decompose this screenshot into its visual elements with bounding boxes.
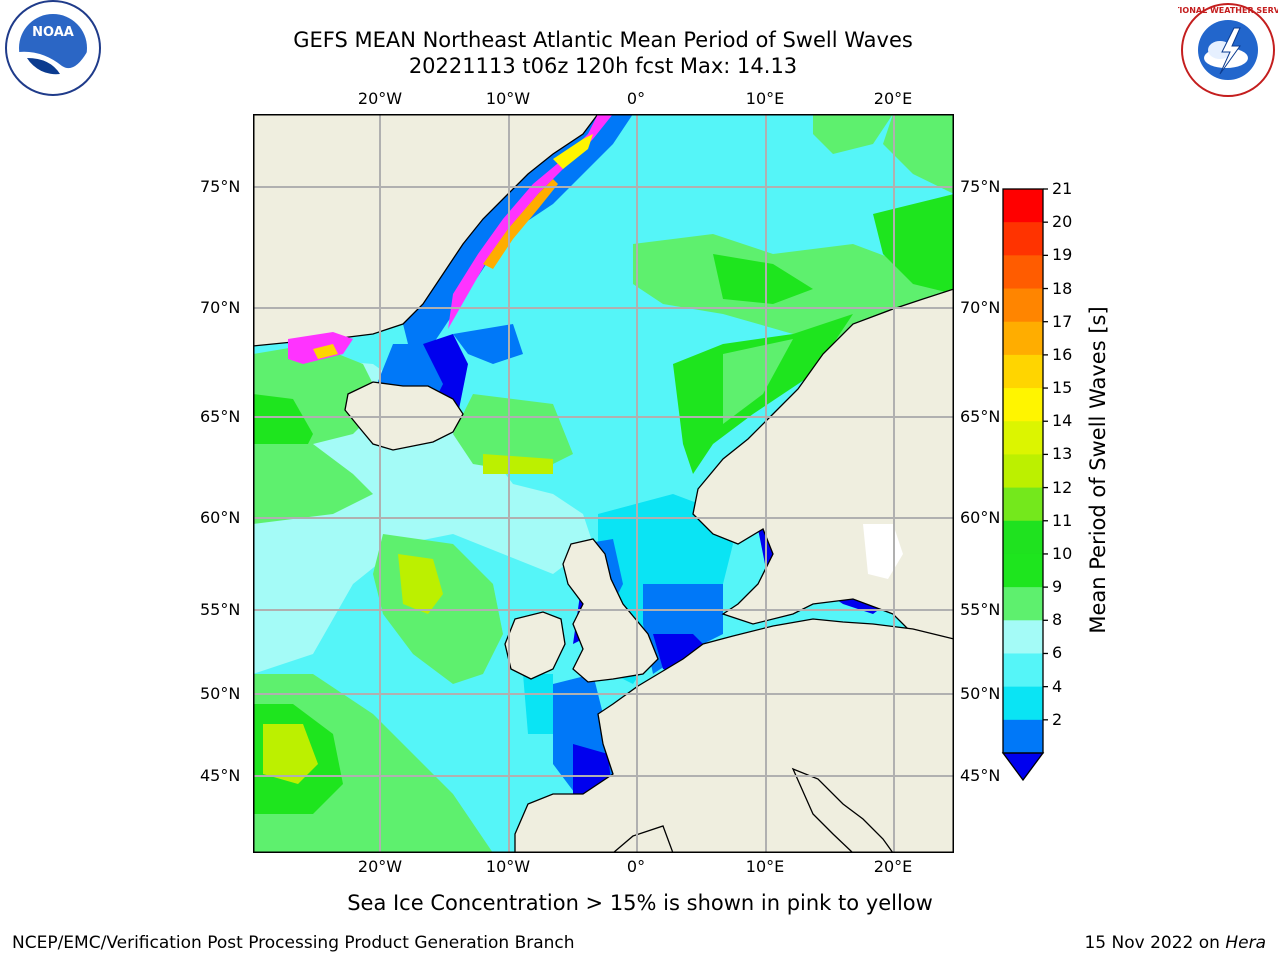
lon-label-top-0: 0° xyxy=(626,89,646,108)
lat-label-right-55n: 55°N xyxy=(960,600,1001,619)
lat-label-right-65n: 65°N xyxy=(960,407,1001,426)
colorbar-tick-label: 16 xyxy=(1052,344,1073,364)
map-subtitle: 20221113 t06z 120h fcst Max: 14.13 xyxy=(408,54,798,78)
colorbar-swatch xyxy=(1003,321,1043,356)
date-stamp: 15 Nov 2022 on Hera xyxy=(1084,933,1266,953)
colorbar-swatch xyxy=(1003,189,1043,223)
colorbar-tick-label: 9 xyxy=(1052,577,1063,597)
lon-label-bottom-10e: 10°E xyxy=(745,857,785,876)
lon-label-top-10w: 10°W xyxy=(485,89,531,108)
colorbar-swatch xyxy=(1003,487,1043,522)
lat-label-right-70n: 70°N xyxy=(960,298,1001,317)
colorbar-swatch xyxy=(1003,255,1043,290)
lon-label-bottom-0: 0° xyxy=(626,857,646,876)
map-canvas xyxy=(253,114,954,853)
colorbar-tick-label: 11 xyxy=(1052,510,1073,530)
lat-label-right-45n: 45°N xyxy=(960,766,1001,785)
map-panel xyxy=(253,114,954,853)
colorbar-tick-label: 4 xyxy=(1052,676,1063,696)
colorbar-tick-label: 15 xyxy=(1052,378,1073,398)
colorbar-tick-label: 20 xyxy=(1052,212,1073,232)
lon-label-bottom-10w: 10°W xyxy=(485,857,531,876)
colorbar-swatch xyxy=(1003,222,1043,256)
colorbar-frame xyxy=(1002,188,1044,754)
colorbar-swatch xyxy=(1003,520,1043,555)
land-ireland xyxy=(504,611,566,680)
land-north-africa xyxy=(611,825,674,853)
lat-label-right-75n: 75°N xyxy=(960,177,1001,196)
colorbar-tick-label: 17 xyxy=(1052,311,1073,331)
colorbar-swatch xyxy=(1003,454,1043,489)
colorbar-tick-label: 13 xyxy=(1052,444,1073,464)
colorbar-extend-arrow xyxy=(1001,752,1045,782)
lon-label-top-20e: 20°E xyxy=(873,89,913,108)
map-title: GEFS MEAN Northeast Atlantic Mean Period… xyxy=(293,28,913,52)
lat-label-right-50n: 50°N xyxy=(960,684,1001,703)
colorbar-swatch xyxy=(1003,719,1043,754)
machine-name: Hera xyxy=(1225,933,1266,953)
colorbar-swatch xyxy=(1003,288,1043,323)
lat-label-left-65n: 65°N xyxy=(200,407,241,426)
nws-logo: NATIONAL WEATHER SERVICE xyxy=(1178,3,1278,97)
colorbar-tick-label: 2 xyxy=(1052,709,1063,729)
lat-label-left-70n: 70°N xyxy=(200,298,241,317)
colorbar-swatch xyxy=(1003,553,1043,588)
noaa-logo-text: NOAA xyxy=(32,25,74,40)
lat-label-left-75n: 75°N xyxy=(200,177,241,196)
map-graticule xyxy=(253,114,954,853)
lon-label-top-10e: 10°E xyxy=(745,89,785,108)
colorbar-swatch xyxy=(1003,587,1043,621)
lon-label-bottom-20w: 20°W xyxy=(357,857,403,876)
colorbar-label: Mean Period of Swell Waves [s] xyxy=(1086,306,1110,634)
sea-ice-note: Sea Ice Concentration > 15% is shown in … xyxy=(347,891,933,915)
lat-label-right-60n: 60°N xyxy=(960,508,1001,527)
lat-label-left-50n: 50°N xyxy=(200,684,241,703)
colorbar-tick-label: 18 xyxy=(1052,278,1073,298)
colorbar-tick-label: 8 xyxy=(1052,610,1063,630)
map-frame xyxy=(253,114,954,853)
colorbar-tick-label: 14 xyxy=(1052,411,1073,431)
lat-label-left-55n: 55°N xyxy=(200,600,241,619)
colorbar-swatch xyxy=(1003,686,1043,721)
lat-label-left-45n: 45°N xyxy=(200,766,241,785)
colorbar-swatch xyxy=(1003,620,1043,654)
colorbar-swatch xyxy=(1003,354,1043,389)
colorbar-swatch xyxy=(1003,421,1043,455)
date-text: 15 Nov 2022 on xyxy=(1084,933,1226,953)
lon-label-top-20w: 20°W xyxy=(357,89,403,108)
colorbar-swatch xyxy=(1003,653,1043,688)
colorbar-tick-label: 10 xyxy=(1052,543,1073,563)
credit-text: NCEP/EMC/Verification Post Processing Pr… xyxy=(12,933,575,953)
colorbar-tick-label: 6 xyxy=(1052,643,1063,663)
colorbar-swatch xyxy=(1003,388,1043,422)
colorbar-tick-label: 21 xyxy=(1052,179,1073,198)
colorbar xyxy=(1001,188,1048,782)
colorbar-tick-label: 19 xyxy=(1052,245,1073,265)
lon-label-bottom-20e: 20°E xyxy=(873,857,913,876)
noaa-logo: NOAA xyxy=(5,0,101,96)
land-italy xyxy=(791,767,894,853)
colorbar-tick-label: 12 xyxy=(1052,477,1073,497)
nws-logo-text: NATIONAL WEATHER SERVICE xyxy=(1178,6,1278,15)
lat-label-left-60n: 60°N xyxy=(200,508,241,527)
